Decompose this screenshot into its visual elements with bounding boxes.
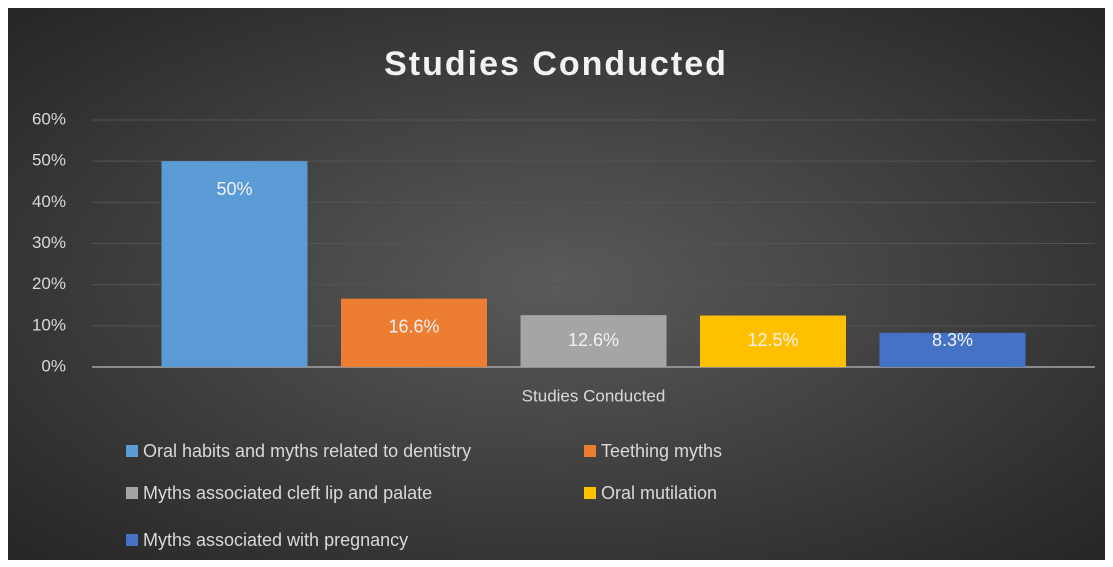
- legend-swatch: [584, 445, 596, 457]
- value-label: 50%: [216, 179, 252, 199]
- y-tick-label: 40%: [32, 192, 66, 211]
- legend-swatch: [584, 487, 596, 499]
- y-tick-label: 10%: [32, 315, 66, 334]
- bar: [879, 332, 1026, 367]
- y-tick-label: 50%: [32, 151, 66, 170]
- legend-label: Oral habits and myths related to dentist…: [143, 441, 471, 461]
- chart-title: Studies Conducted: [384, 45, 728, 83]
- legend-label: Myths associated cleft lip and palate: [143, 483, 432, 503]
- legend-label: Myths associated with pregnancy: [143, 530, 408, 550]
- legend-swatch: [126, 534, 138, 546]
- value-label: 12.6%: [568, 330, 619, 350]
- bar: [341, 298, 487, 367]
- legend-label: Oral mutilation: [601, 483, 717, 503]
- y-tick-label: 20%: [32, 274, 66, 293]
- y-tick-label: 30%: [32, 233, 66, 252]
- bar: [520, 315, 667, 367]
- bar: [161, 161, 308, 367]
- bar: [700, 315, 846, 367]
- value-label: 12.5%: [747, 330, 798, 350]
- legend-swatch: [126, 487, 138, 499]
- y-tick-label: 60%: [32, 109, 66, 128]
- x-tick-label: Studies Conducted: [522, 386, 666, 405]
- value-label: 8.3%: [932, 330, 973, 350]
- value-label: 16.6%: [388, 316, 439, 336]
- legend-swatch: [126, 445, 138, 457]
- y-tick-label: 0%: [41, 356, 66, 375]
- legend-label: Teething myths: [601, 441, 722, 461]
